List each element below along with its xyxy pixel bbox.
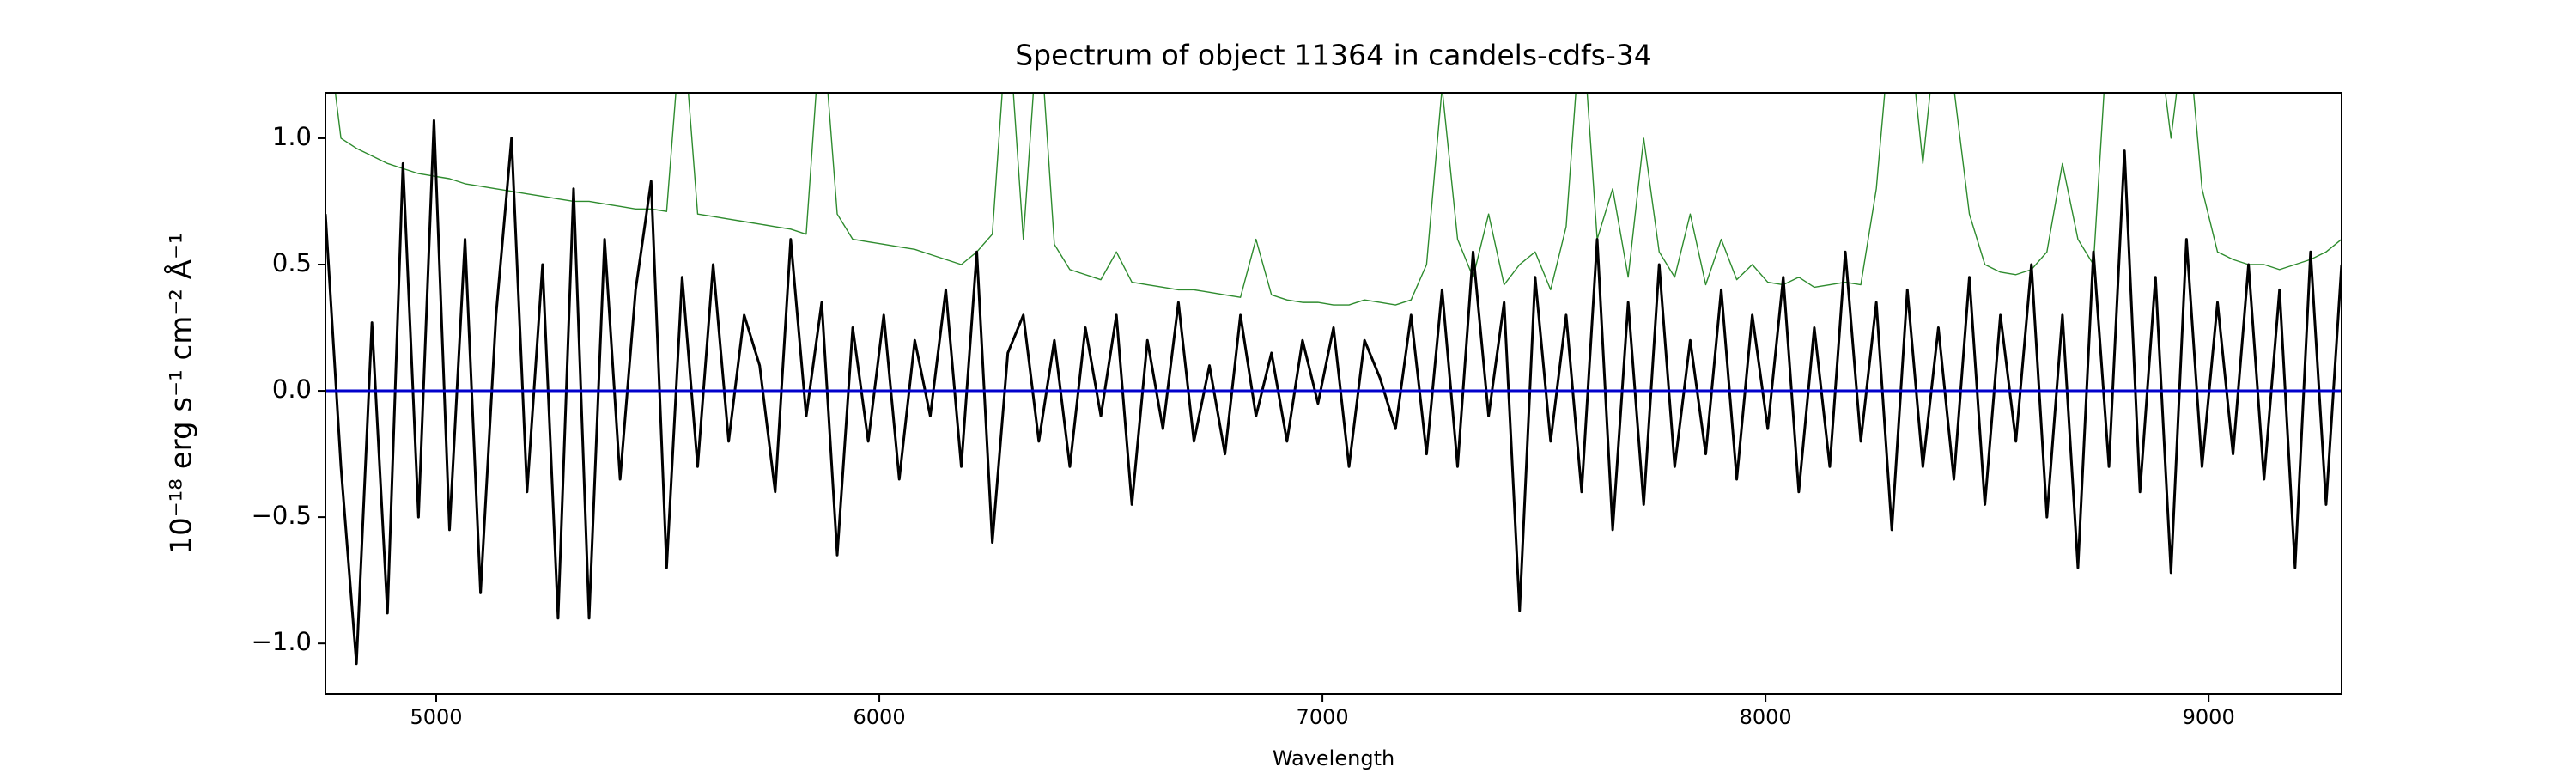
x-tick-label: 8000 bbox=[1740, 705, 1792, 729]
x-tick-label: 6000 bbox=[854, 705, 906, 729]
y-tick-label: −1.0 bbox=[252, 627, 312, 656]
series-line bbox=[334, 93, 2342, 306]
y-tick-label: 0.0 bbox=[272, 374, 312, 404]
plot-area bbox=[325, 93, 2342, 666]
chart-title: Spectrum of object 11364 in candels-cdfs… bbox=[1015, 39, 1652, 72]
series-line bbox=[325, 119, 2342, 666]
x-tick-label: 5000 bbox=[410, 705, 462, 729]
x-tick-label: 9000 bbox=[2183, 705, 2235, 729]
x-tick-label: 7000 bbox=[1297, 705, 1349, 729]
plot-frame bbox=[325, 92, 2342, 695]
y-tick-label: 0.5 bbox=[272, 248, 312, 277]
y-tick-label: 1.0 bbox=[272, 122, 312, 151]
x-axis-label: Wavelength bbox=[1273, 746, 1394, 770]
y-axis-label: 10⁻¹⁸ erg s⁻¹ cm⁻² Å⁻¹ bbox=[164, 232, 199, 554]
y-tick-label: −0.5 bbox=[252, 501, 312, 530]
